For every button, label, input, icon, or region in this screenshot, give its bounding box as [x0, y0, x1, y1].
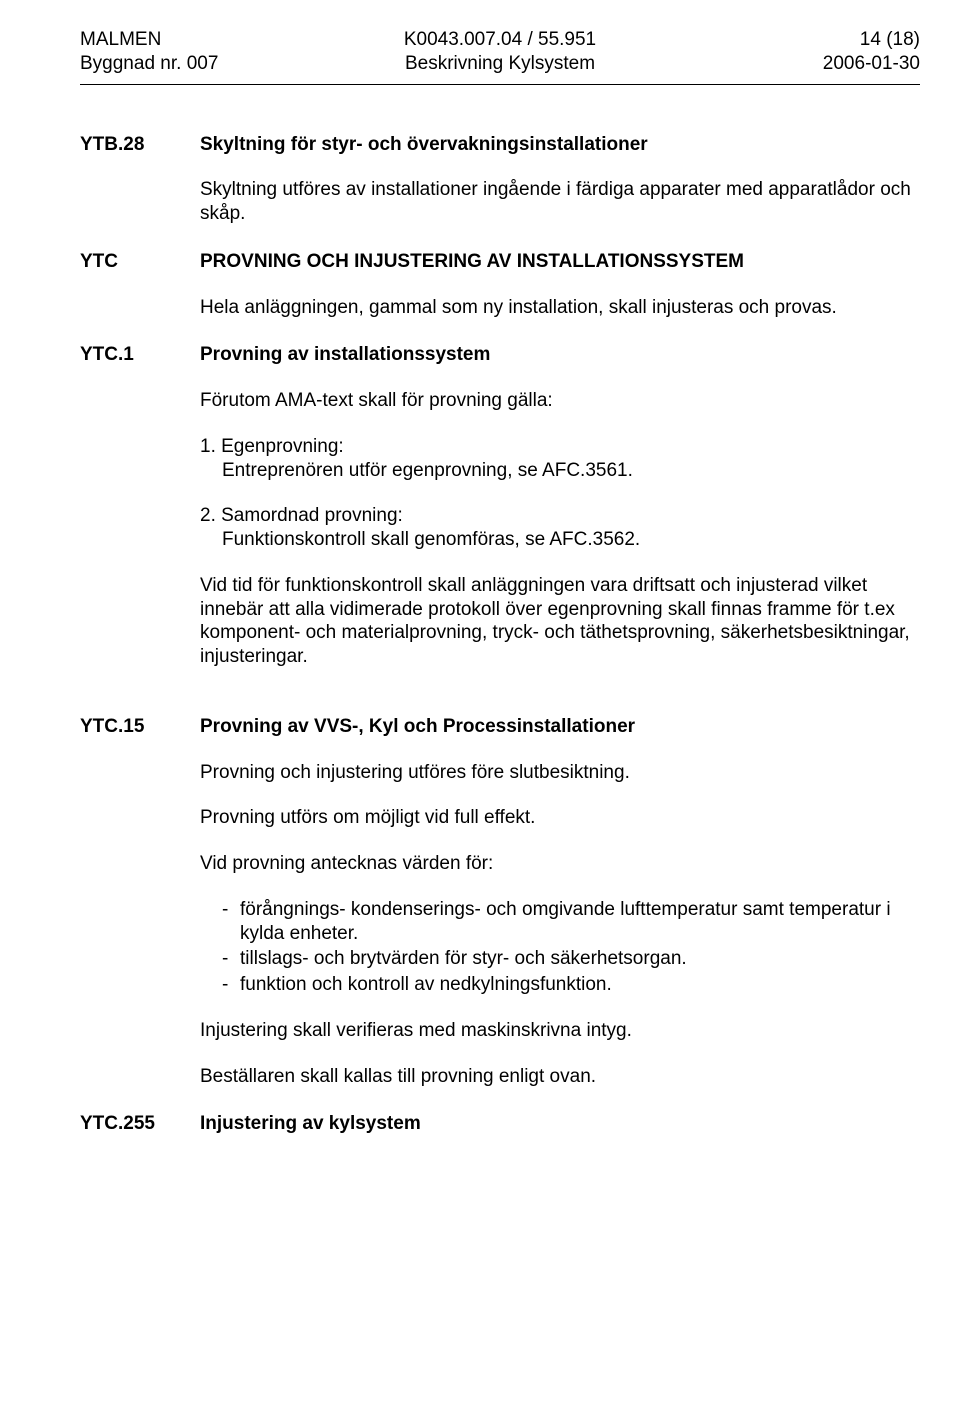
paragraph: Hela anläggningen, gammal som ny install…: [200, 296, 920, 320]
bullet-list: - förångnings- kondenserings- och omgiva…: [200, 898, 920, 997]
dash-icon: -: [222, 973, 240, 997]
bullet-text: funktion och kontroll av nedkylningsfunk…: [240, 973, 920, 997]
header-center-1: K0043.007.04 / 55.951: [327, 28, 673, 52]
numbered-item-2: 2. Samordnad provning: Funktionskontroll…: [200, 504, 920, 552]
paragraph: Förutom AMA-text skall för provning gäll…: [200, 389, 920, 413]
section-ytc255: YTC.255 Injustering av kylsystem: [80, 1112, 920, 1136]
header-rule: [80, 84, 920, 85]
header-left-1: MALMEN: [80, 28, 327, 52]
header-left-2: Byggnad nr. 007: [80, 52, 327, 76]
paragraph: Beställaren skall kallas till provning e…: [200, 1065, 920, 1089]
section-code: YTC.255: [80, 1112, 200, 1136]
page: MALMEN Byggnad nr. 007 K0043.007.04 / 55…: [0, 0, 960, 1176]
header-center-2: Beskrivning Kylsystem: [327, 52, 673, 76]
section-content: PROVNING OCH INJUSTERING AV INSTALLATION…: [200, 250, 920, 320]
bullet-item: - funktion och kontroll av nedkylningsfu…: [222, 973, 920, 997]
section-code: YTC.15: [80, 715, 200, 739]
bullet-text: förångnings- kondenserings- och omgivand…: [240, 898, 920, 946]
numbered-item-head: 2. Samordnad provning:: [200, 504, 920, 528]
numbered-item-body: Entreprenören utför egenprovning, se AFC…: [200, 459, 920, 483]
section-ytc15: YTC.15 Provning av VVS-, Kyl och Process…: [80, 715, 920, 1089]
dash-icon: -: [222, 947, 240, 971]
numbered-item-body: Funktionskontroll skall genomföras, se A…: [200, 528, 920, 552]
section-ytc: YTC PROVNING OCH INJUSTERING AV INSTALLA…: [80, 250, 920, 320]
section-content: Injustering av kylsystem: [200, 1112, 920, 1136]
section-ytc1: YTC.1 Provning av installationssystem Fö…: [80, 343, 920, 669]
section-code: YTC: [80, 250, 200, 274]
section-content: Provning av VVS-, Kyl och Processinstall…: [200, 715, 920, 1089]
paragraph: Vid tid för funktionskontroll skall anlä…: [200, 574, 920, 669]
numbered-item-head: 1. Egenprovning:: [200, 435, 920, 459]
bullet-item: - tillslags- och brytvärden för styr- oc…: [222, 947, 920, 971]
bullet-text: tillslags- och brytvärden för styr- och …: [240, 947, 920, 971]
paragraph: Vid provning antecknas värden för:: [200, 852, 920, 876]
paragraph: Injustering skall verifieras med maskins…: [200, 1019, 920, 1043]
section-code: YTB.28: [80, 133, 200, 157]
header-center: K0043.007.04 / 55.951 Beskrivning Kylsys…: [327, 28, 673, 76]
header-right-1: 14 (18): [673, 28, 920, 52]
section-title: PROVNING OCH INJUSTERING AV INSTALLATION…: [200, 250, 920, 274]
section-content: Provning av installationssystem Förutom …: [200, 343, 920, 669]
section-ytb28: YTB.28 Skyltning för styr- och övervakni…: [80, 133, 920, 226]
spacer: [80, 669, 920, 715]
dash-icon: -: [222, 898, 240, 922]
section-title: Provning av VVS-, Kyl och Processinstall…: [200, 715, 920, 739]
header-left: MALMEN Byggnad nr. 007: [80, 28, 327, 76]
section-title: Skyltning för styr- och övervakningsinst…: [200, 133, 920, 157]
paragraph: Provning och injustering utföres före sl…: [200, 761, 920, 785]
paragraph: Provning utförs om möjligt vid full effe…: [200, 806, 920, 830]
section-code: YTC.1: [80, 343, 200, 367]
section-title: Provning av installationssystem: [200, 343, 920, 367]
section-title: Injustering av kylsystem: [200, 1112, 920, 1136]
header-right: 14 (18) 2006-01-30: [673, 28, 920, 76]
page-header: MALMEN Byggnad nr. 007 K0043.007.04 / 55…: [80, 28, 920, 76]
header-right-2: 2006-01-30: [673, 52, 920, 76]
bullet-item: - förångnings- kondenserings- och omgiva…: [222, 898, 920, 946]
paragraph: Skyltning utföres av installationer ingå…: [200, 178, 920, 226]
section-content: Skyltning för styr- och övervakningsinst…: [200, 133, 920, 226]
numbered-item-1: 1. Egenprovning: Entreprenören utför ege…: [200, 435, 920, 483]
